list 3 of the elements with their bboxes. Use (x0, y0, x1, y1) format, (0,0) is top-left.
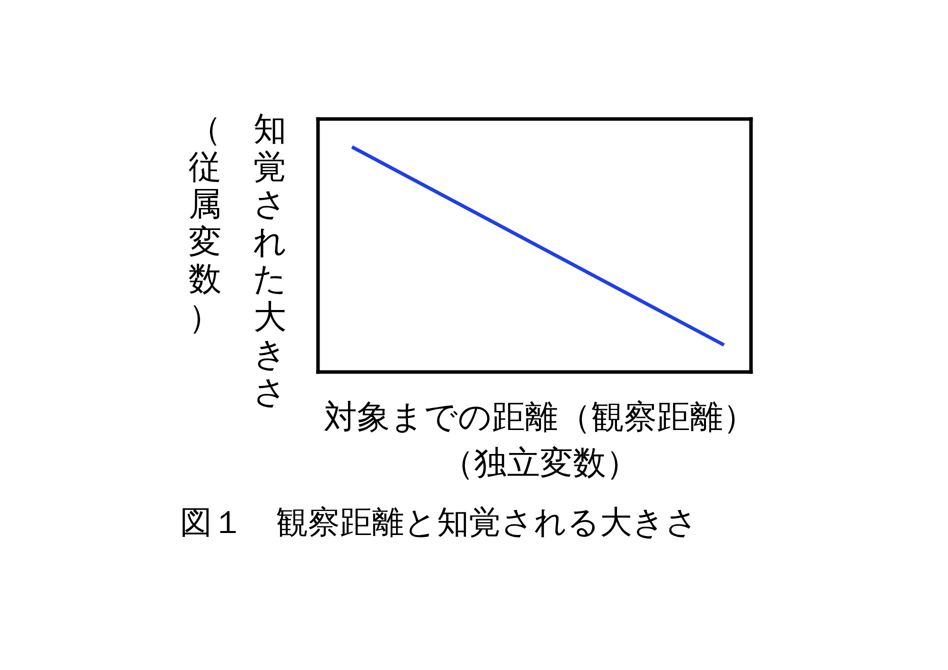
xlabel: 対象までの距離（観察距離）（独立変数） (323, 396, 757, 484)
ylabel: 知覚された大きさ（従属変数） (188, 110, 288, 410)
title: 図１ 観察距離と知覚される大きさ (180, 503, 698, 542)
